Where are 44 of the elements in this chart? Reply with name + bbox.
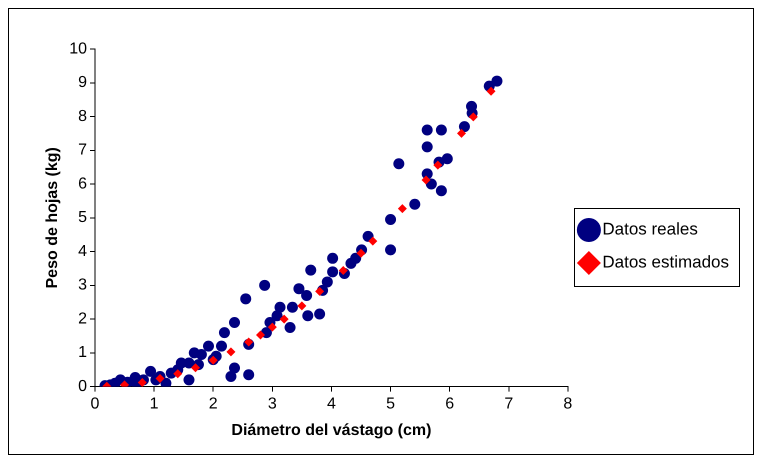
point <box>338 266 348 275</box>
x-tick-label: 2 <box>208 396 218 413</box>
y-tick-label: 9 <box>78 74 88 92</box>
point <box>256 330 266 340</box>
x-tick-label: 7 <box>504 396 514 413</box>
point <box>456 128 466 138</box>
y-tick-label: 2 <box>78 310 88 328</box>
y-tick-label: 0 <box>78 378 88 396</box>
y-tick-label: 3 <box>78 276 88 294</box>
x-tick-label: 8 <box>563 396 572 413</box>
point <box>156 374 165 383</box>
x-tick-label: 5 <box>386 396 396 413</box>
y-tick-label: 10 <box>69 40 88 58</box>
point <box>138 378 147 387</box>
point <box>422 175 431 184</box>
x-tick-label: 6 <box>445 396 454 413</box>
point <box>173 369 182 378</box>
point <box>368 236 378 246</box>
point <box>244 338 254 347</box>
point <box>190 363 200 372</box>
legend-label: Datos estimados <box>602 252 730 272</box>
legend-label: Datos reales <box>602 220 698 239</box>
y-tick-label: 7 <box>78 142 88 159</box>
y-tick-label: 4 <box>78 242 88 260</box>
x-tick-label: 1 <box>150 396 159 413</box>
point <box>356 248 366 258</box>
x-tick-label: 3 <box>268 396 277 413</box>
x-tick-label: 4 <box>326 396 336 413</box>
y-tick-label: 8 <box>78 108 88 125</box>
y-tick-label: 5 <box>78 209 88 226</box>
y-axis-title: Peso de hojas (kg) <box>44 147 62 288</box>
point <box>315 286 324 296</box>
point <box>226 347 236 356</box>
y-tick-label: 1 <box>78 344 88 362</box>
point <box>468 112 478 122</box>
point <box>398 204 407 214</box>
x-tick-label: 0 <box>90 396 100 413</box>
point <box>486 86 496 96</box>
point <box>297 301 306 310</box>
x-axis-title: Diámetro del vástago (cm) <box>231 422 432 439</box>
point <box>280 314 289 324</box>
point <box>433 160 442 170</box>
y-tick-label: 6 <box>78 175 88 192</box>
point <box>268 322 277 332</box>
